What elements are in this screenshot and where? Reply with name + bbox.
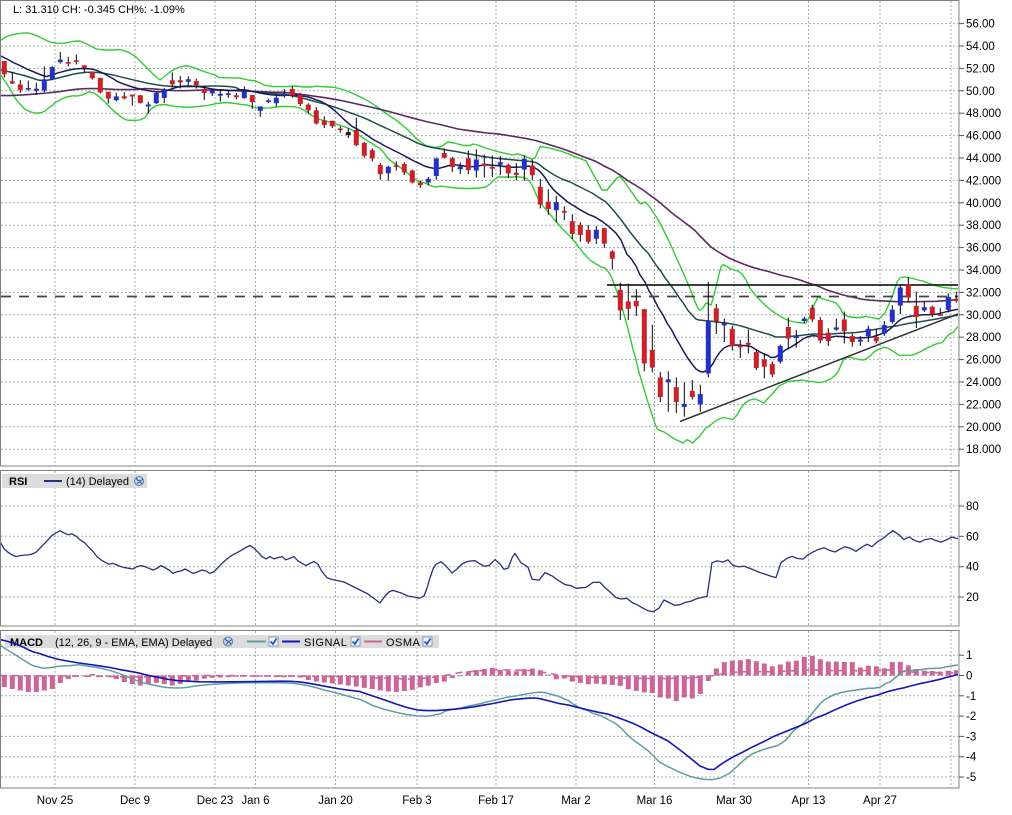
svg-text:50.00: 50.00 xyxy=(966,86,995,98)
svg-text:MACD: MACD xyxy=(10,637,43,649)
svg-text:-2: -2 xyxy=(966,711,976,723)
svg-text:Feb 17: Feb 17 xyxy=(478,795,514,807)
svg-text:Mar 30: Mar 30 xyxy=(716,795,752,807)
svg-text:1: 1 xyxy=(966,650,972,662)
svg-text:L: 31.310 CH: -0.345 CH%: -1.0: L: 31.310 CH: -0.345 CH%: -1.09% xyxy=(13,4,185,16)
svg-text:24.000: 24.000 xyxy=(966,377,1001,389)
svg-text:Jan 20: Jan 20 xyxy=(318,795,353,807)
svg-text:(14) Delayed: (14) Delayed xyxy=(66,476,129,488)
svg-text:20.000: 20.000 xyxy=(966,422,1001,434)
svg-text:26.000: 26.000 xyxy=(966,355,1001,367)
svg-text:-3: -3 xyxy=(966,731,976,743)
svg-text:20: 20 xyxy=(966,592,979,604)
svg-text:Jan 6: Jan 6 xyxy=(241,795,269,807)
svg-text:RSI: RSI xyxy=(9,476,27,488)
svg-text:-4: -4 xyxy=(966,752,977,764)
svg-text:Nov 25: Nov 25 xyxy=(37,795,73,807)
svg-text:Dec 9: Dec 9 xyxy=(120,795,150,807)
svg-text:Feb 3: Feb 3 xyxy=(402,795,431,807)
svg-text:44.000: 44.000 xyxy=(966,153,1001,165)
svg-text:Mar 16: Mar 16 xyxy=(637,795,673,807)
svg-text:32.000: 32.000 xyxy=(966,287,1001,299)
svg-text:56.00: 56.00 xyxy=(966,19,995,31)
svg-text:Apr 13: Apr 13 xyxy=(792,795,826,807)
svg-text:-5: -5 xyxy=(966,772,976,784)
svg-text:40: 40 xyxy=(966,562,979,574)
svg-text:40.000: 40.000 xyxy=(966,198,1001,210)
svg-text:22.000: 22.000 xyxy=(966,399,1001,411)
svg-text:-1: -1 xyxy=(966,691,976,703)
svg-text:80: 80 xyxy=(966,501,979,513)
svg-text:52.00: 52.00 xyxy=(966,63,995,75)
svg-text:54.00: 54.00 xyxy=(966,41,995,53)
svg-text:OSMA: OSMA xyxy=(386,637,421,649)
svg-text:SIGNAL: SIGNAL xyxy=(304,637,347,649)
svg-text:28.000: 28.000 xyxy=(966,332,1001,344)
svg-text:34.000: 34.000 xyxy=(966,265,1001,277)
svg-text:Dec 23: Dec 23 xyxy=(197,795,233,807)
svg-text:48.000: 48.000 xyxy=(966,108,1001,120)
svg-text:30.000: 30.000 xyxy=(966,310,1001,322)
svg-text:Mar 2: Mar 2 xyxy=(561,795,590,807)
svg-text:0: 0 xyxy=(966,671,972,683)
svg-text:46.000: 46.000 xyxy=(966,131,1001,143)
svg-text:18.000: 18.000 xyxy=(966,444,1001,456)
svg-text:(12, 26, 9 - EMA, EMA) Delayed: (12, 26, 9 - EMA, EMA) Delayed xyxy=(55,637,212,649)
svg-text:Apr 27: Apr 27 xyxy=(863,795,897,807)
svg-text:42.000: 42.000 xyxy=(966,175,1001,187)
svg-text:60: 60 xyxy=(966,531,979,543)
svg-text:38.000: 38.000 xyxy=(966,220,1001,232)
svg-text:36.000: 36.000 xyxy=(966,243,1001,255)
